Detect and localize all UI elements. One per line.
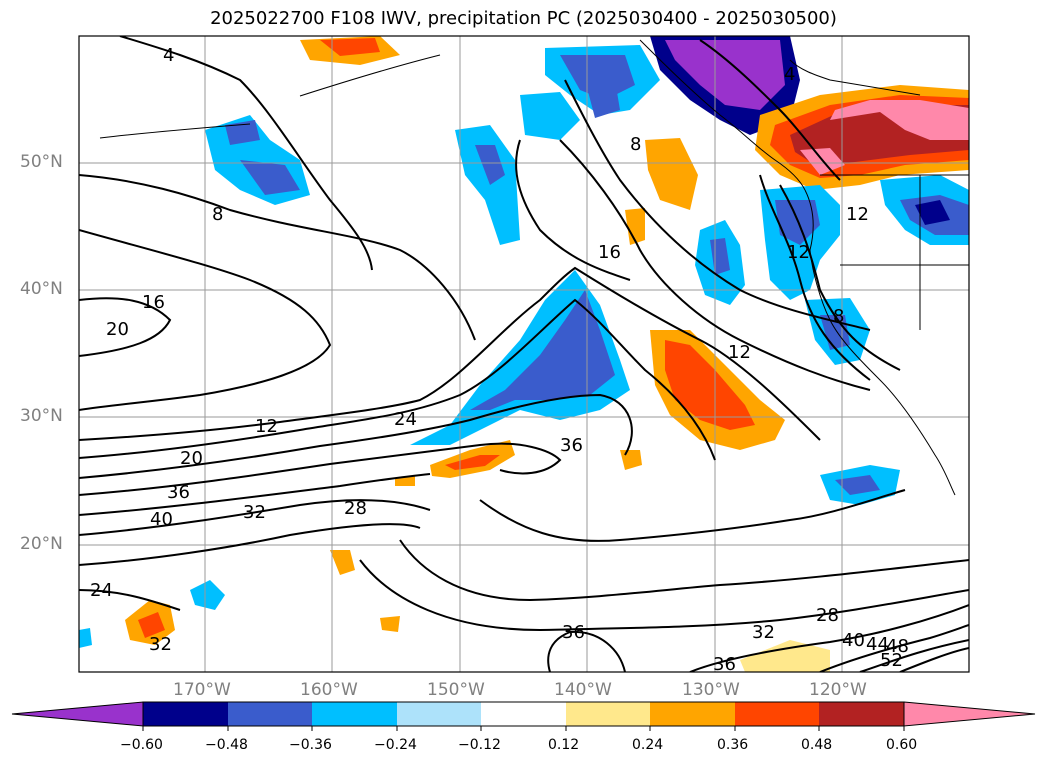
colorbar-tick-label: −0.24: [374, 737, 417, 753]
colorbar-max-arrow: [903, 701, 1036, 727]
contour-label: 28: [816, 605, 839, 626]
contour-label: 36: [713, 654, 736, 675]
coastlines: [99, 39, 969, 496]
contour-label: 12: [728, 342, 751, 363]
contour-label: 20: [106, 319, 129, 340]
colorbar-tick-label: −0.12: [458, 737, 501, 753]
iwv-contours: [79, 36, 969, 672]
contour-label: 16: [142, 292, 165, 313]
contour-label: 52: [880, 650, 903, 671]
colorbar-tick-label: 0.36: [717, 737, 749, 753]
lon-label-120w: 120°W: [809, 680, 867, 700]
lon-label-160w: 160°W: [300, 680, 358, 700]
lon-label-170w: 170°W: [173, 680, 231, 700]
lat-label-40n: 40°N: [20, 279, 63, 299]
contour-label: 16: [598, 242, 621, 263]
contour-label: 8: [212, 204, 223, 225]
contour-label: 32: [752, 622, 775, 643]
colorbar: [11, 701, 1036, 731]
colorbar-tick-label: −0.36: [289, 737, 332, 753]
contour-label: 28: [344, 498, 367, 519]
colorbar-tick-label: 0.48: [801, 737, 833, 753]
contour-label: 8: [630, 134, 641, 155]
contour-label: 48: [886, 636, 909, 657]
colorbar-segment: [312, 702, 397, 726]
contour-label: 4: [784, 64, 795, 85]
colorbar-tick-label: −0.60: [120, 737, 163, 753]
colorbar-tick-label: −0.48: [205, 737, 248, 753]
contour-label: 36: [562, 622, 585, 643]
colorbar-segment: [143, 702, 228, 726]
map-title: 2025022700 F108 IWV, precipitation PC (2…: [210, 8, 837, 29]
contour-label: 40: [150, 509, 173, 530]
contour-label: 32: [149, 634, 172, 655]
colorbar-segment: [481, 702, 566, 726]
map-frame: [78, 35, 970, 673]
lat-label-20n: 20°N: [20, 534, 63, 554]
colorbar-tick-label: 0.60: [886, 737, 918, 753]
lon-label-150w: 150°W: [427, 680, 485, 700]
colorbar-segment: [735, 702, 819, 726]
colorbar-segment: [650, 702, 735, 726]
contour-label: 36: [167, 482, 190, 503]
colorbar-segment: [228, 702, 312, 726]
colorbar-segment: [397, 702, 481, 726]
colorbar-tick-label: 0.24: [632, 737, 664, 753]
contour-label: 8: [833, 306, 844, 327]
precip-shading: [79, 36, 969, 672]
contour-label: 12: [787, 242, 810, 263]
lat-label-30n: 30°N: [20, 406, 63, 426]
contour-label: 4: [163, 45, 174, 66]
map-panel: 4 8 8 16 20 12 16 12 24 20 36 36 32 28 4…: [79, 36, 969, 675]
colorbar-segment: [566, 702, 650, 726]
contour-label: 44: [866, 634, 889, 655]
lon-label-140w: 140°W: [554, 680, 612, 700]
contour-label: 12: [255, 416, 278, 437]
lat-label-50n: 50°N: [20, 152, 63, 172]
contour-label: 24: [90, 580, 113, 601]
lon-label-130w: 130°W: [682, 680, 740, 700]
contour-label: 32: [243, 502, 266, 523]
contour-label: 36: [560, 435, 583, 456]
contour-label: 20: [180, 448, 203, 469]
colorbar-min-arrow: [11, 701, 144, 727]
contour-labels: 4 8 8 16 20 12 16 12 24 20 36 36 32 28 4…: [90, 45, 909, 675]
contour-label: 40: [842, 630, 865, 651]
contour-label: 24: [394, 409, 417, 430]
colorbar-tick-label: 0.12: [548, 737, 580, 753]
contour-label: 12: [846, 204, 869, 225]
colorbar-segment: [819, 702, 904, 726]
